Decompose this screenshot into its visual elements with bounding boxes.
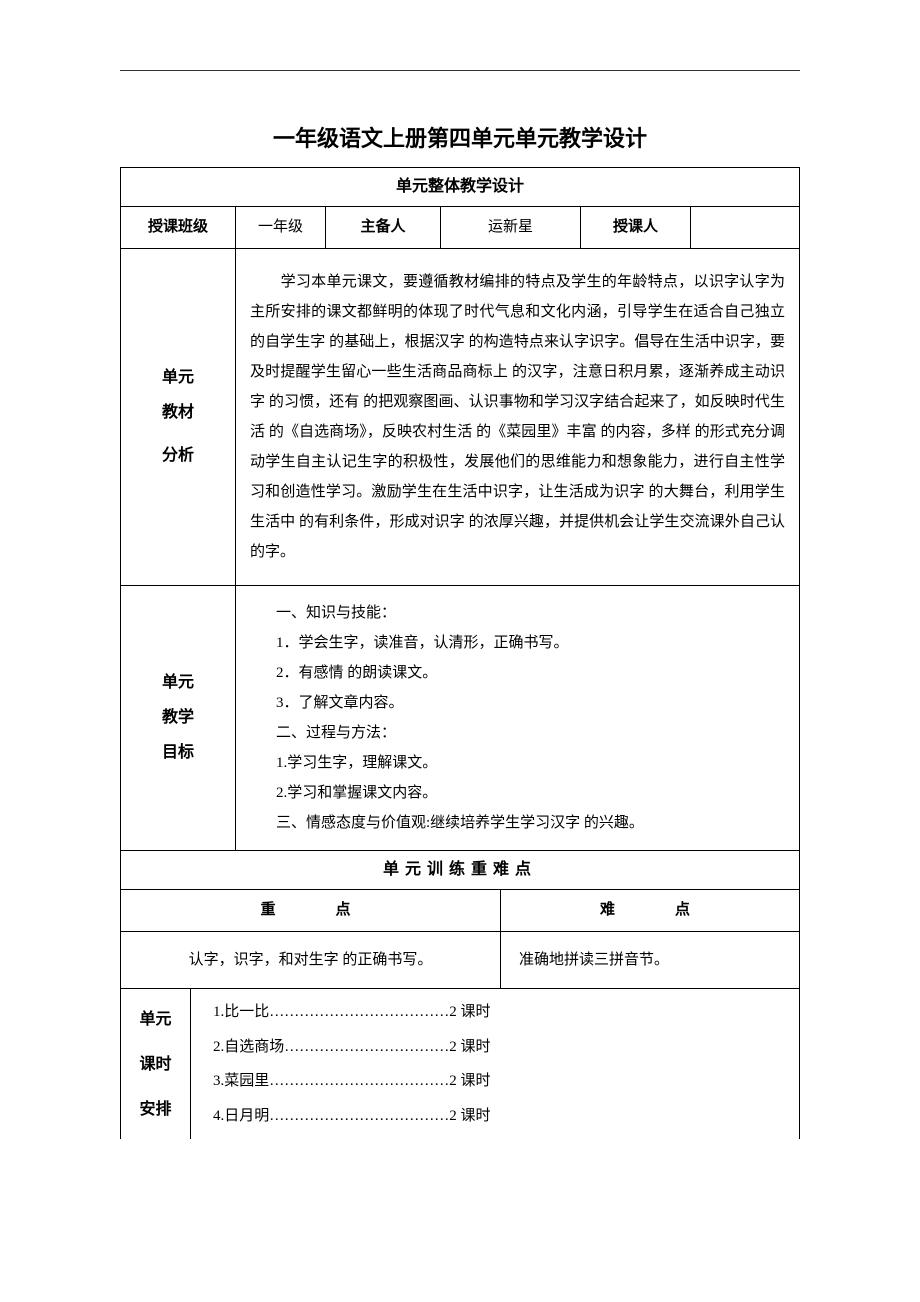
keypoints-content-row: 认字，识字，和对生字 的正确书写。 准确地拼读三拼音节。 xyxy=(121,931,800,989)
obj-line: 1．学会生字，读准音，认清形，正确书写。 xyxy=(276,628,785,658)
key-content: 认字，识字，和对生字 的正确书写。 xyxy=(121,931,501,989)
schedule-label-1: 单元 xyxy=(127,1002,184,1037)
class-value: 一年级 xyxy=(236,207,326,249)
obj-line: 三、情感态度与价值观:继续培养学生学习汉字 的兴趣。 xyxy=(276,808,785,838)
schedule-label: 单元 课时 安排 xyxy=(121,989,191,1140)
schedule-item: 1.比一比………………………………2 课时 xyxy=(213,995,785,1030)
obj-line: 2．有感情 的朗读课文。 xyxy=(276,658,785,688)
obj-line: 一、知识与技能： xyxy=(276,598,785,628)
key-label: 重 点 xyxy=(121,890,501,932)
analysis-label-1: 单元 xyxy=(127,360,229,395)
objectives-label-1: 单元 xyxy=(127,665,229,700)
analysis-content: 学习本单元课文，要遵循教材编排的特点及学生的年龄特点，以识字认字为主所安排的课文… xyxy=(236,248,800,585)
schedule-item: 2.自选商场……………………………2 课时 xyxy=(213,1030,785,1065)
section-header: 单元整体教学设计 xyxy=(121,168,800,207)
info-row: 授课班级 一年级 主备人 运新星 授课人 xyxy=(121,207,800,249)
schedule-row: 单元 课时 安排 1.比一比………………………………2 课时 2.自选商场………… xyxy=(121,989,800,1140)
obj-line: 1.学习生字，理解课文。 xyxy=(276,748,785,778)
schedule-label-3: 安排 xyxy=(127,1092,184,1127)
obj-line: 二、过程与方法： xyxy=(276,718,785,748)
obj-line: 2.学习和掌握课文内容。 xyxy=(276,778,785,808)
preparer-value: 运新星 xyxy=(441,207,581,249)
keypoints-header: 单元训练重难点 xyxy=(121,850,800,889)
analysis-label-2: 教材 xyxy=(127,395,229,430)
diff-content: 准确地拼读三拼音节。 xyxy=(501,931,800,989)
keypoints-header-row: 单元训练重难点 xyxy=(121,850,800,889)
document-title: 一年级语文上册第四单元单元教学设计 xyxy=(120,121,800,153)
class-label: 授课班级 xyxy=(121,207,236,249)
main-table: 单元整体教学设计 授课班级 一年级 主备人 运新星 授课人 单元 教材 分析 学… xyxy=(120,167,800,1139)
schedule-content: 1.比一比………………………………2 课时 2.自选商场……………………………2… xyxy=(191,989,800,1140)
keypoints-labels-row: 重 点 难 点 xyxy=(121,890,800,932)
objectives-label: 单元 教学 目标 xyxy=(121,585,236,850)
schedule-label-2: 课时 xyxy=(127,1047,184,1082)
objectives-row: 单元 教学 目标 一、知识与技能： 1．学会生字，读准音，认清形，正确书写。 2… xyxy=(121,585,800,850)
teacher-label: 授课人 xyxy=(581,207,691,249)
analysis-row: 单元 教材 分析 学习本单元课文，要遵循教材编排的特点及学生的年龄特点，以识字认… xyxy=(121,248,800,585)
obj-line: 3．了解文章内容。 xyxy=(276,688,785,718)
objectives-label-2: 教学 xyxy=(127,700,229,735)
objectives-content: 一、知识与技能： 1．学会生字，读准音，认清形，正确书写。 2．有感情 的朗读课… xyxy=(236,585,800,850)
analysis-label-3: 分析 xyxy=(127,438,229,473)
diff-label: 难 点 xyxy=(501,890,800,932)
teacher-value xyxy=(691,207,800,249)
top-divider xyxy=(120,70,800,71)
section-header-row: 单元整体教学设计 xyxy=(121,168,800,207)
analysis-label: 单元 教材 分析 xyxy=(121,248,236,585)
schedule-item: 4.日月明………………………………2 课时 xyxy=(213,1099,785,1134)
objectives-label-3: 目标 xyxy=(127,735,229,770)
preparer-label: 主备人 xyxy=(326,207,441,249)
schedule-item: 3.菜园里………………………………2 课时 xyxy=(213,1064,785,1099)
